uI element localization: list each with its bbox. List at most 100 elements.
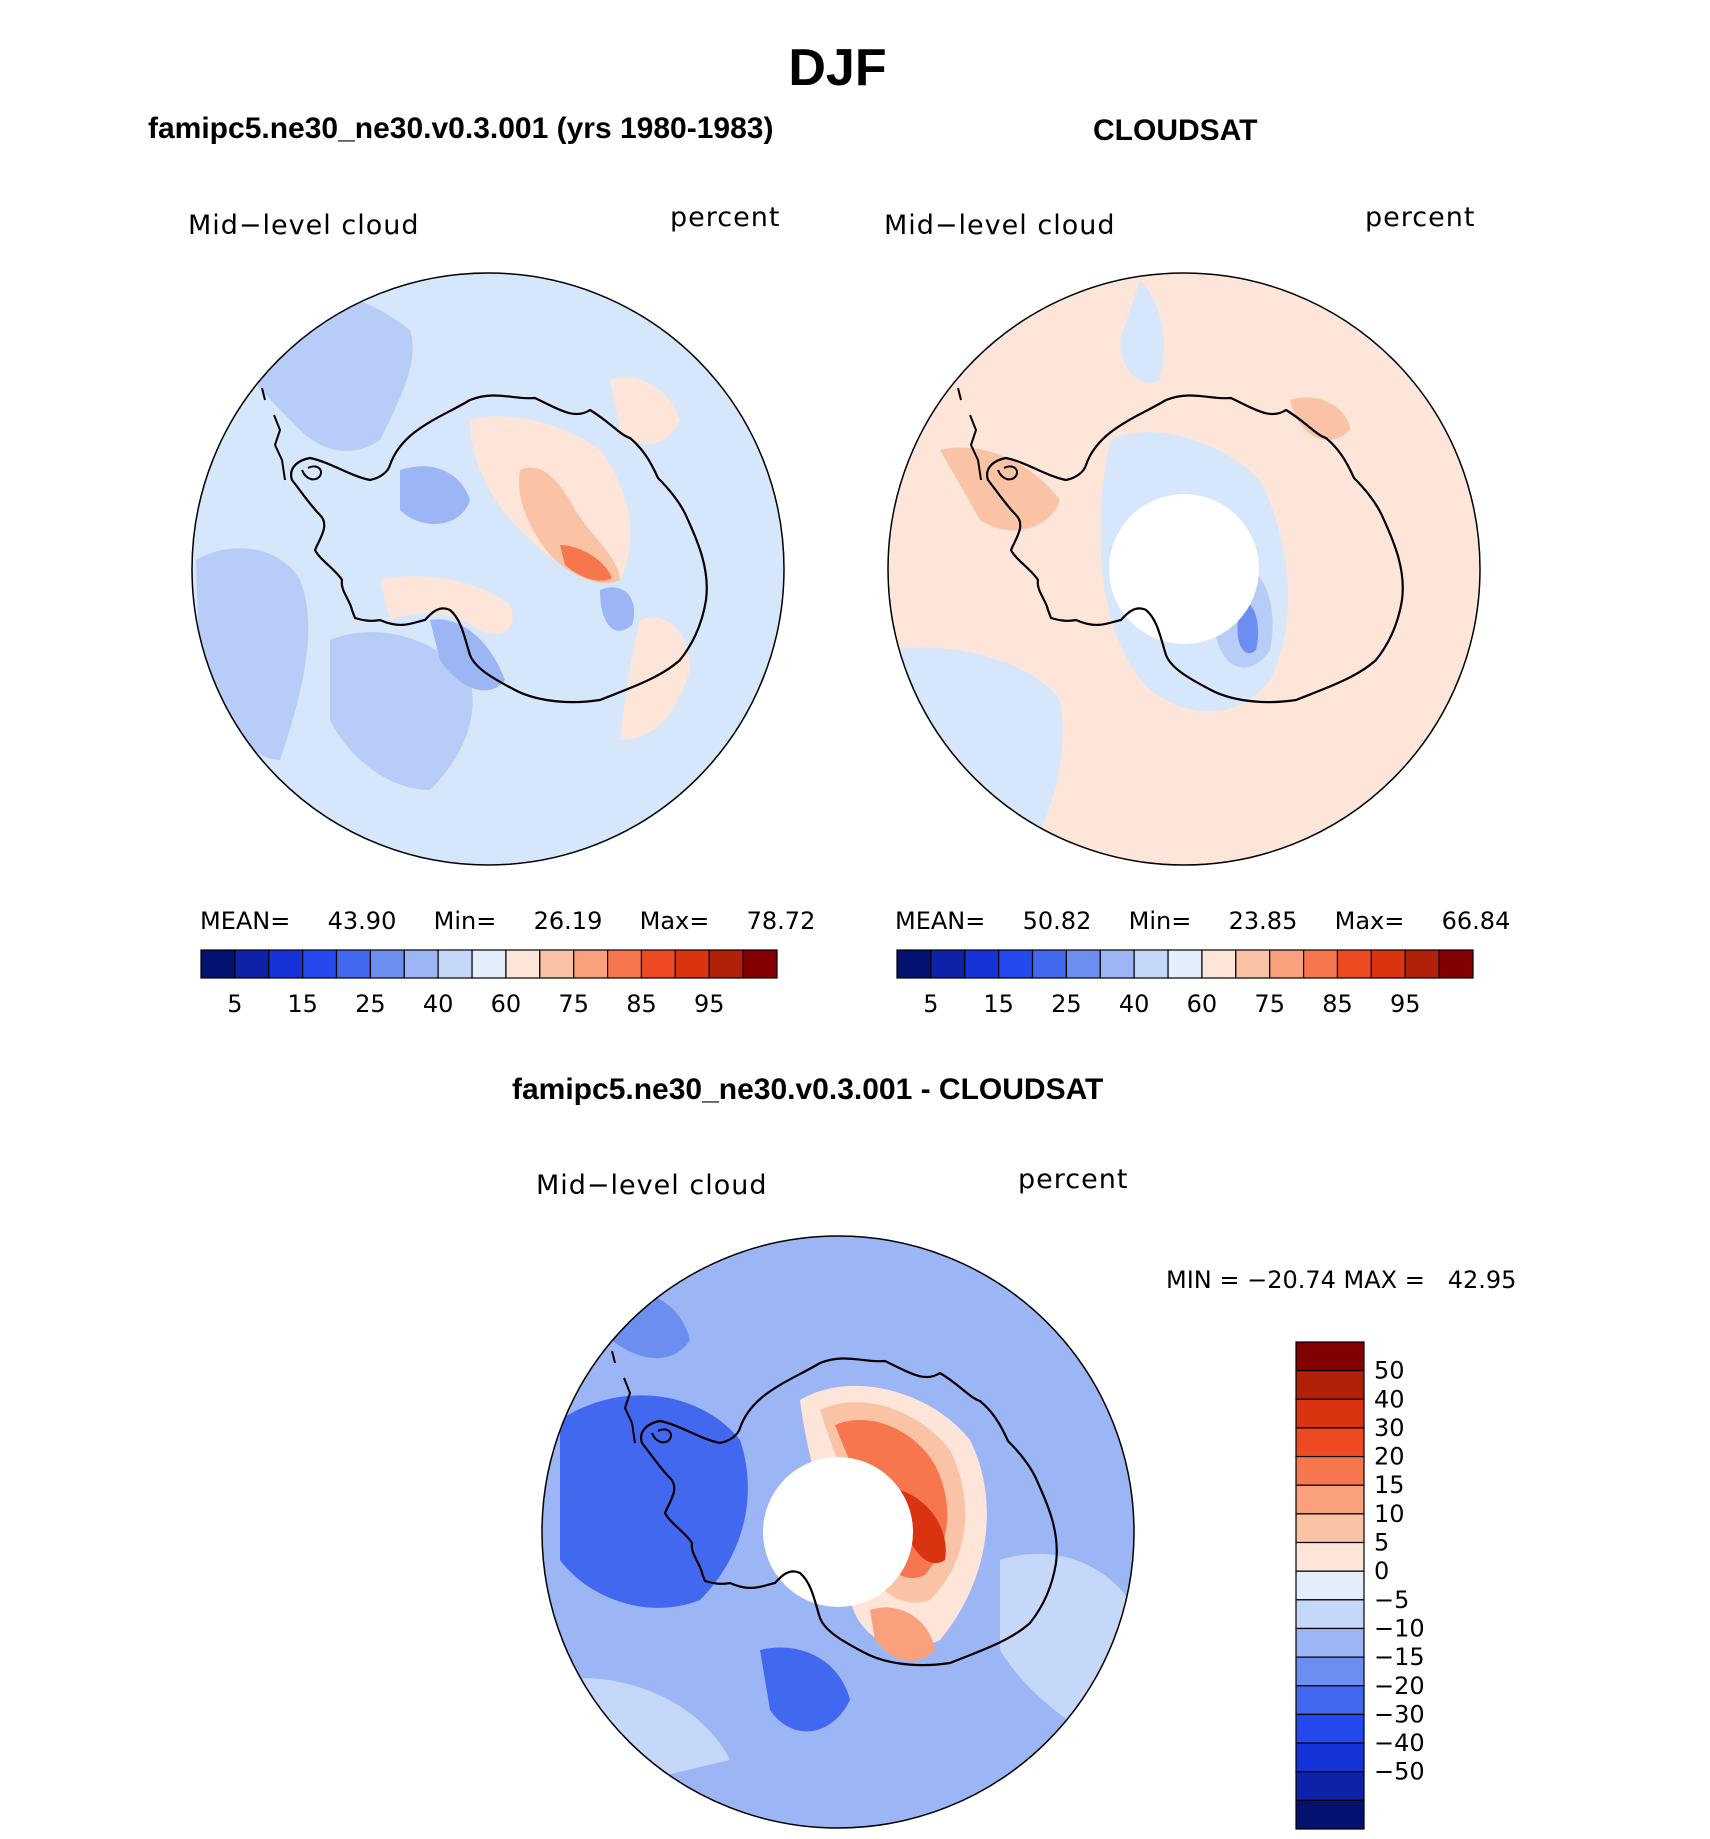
obs-colorbar-box	[930, 949, 966, 979]
diff-colorbar-tick-label: 20	[1374, 1443, 1405, 1471]
obs-polar-gap	[1109, 494, 1259, 644]
model-panel-title: famipc5.ne30_ne30.v0.3.001 (yrs 1980-198…	[148, 112, 774, 145]
obs-region-orange	[940, 447, 1060, 531]
obs-max-label: Max=	[1334, 907, 1405, 935]
model-region-orange	[519, 467, 620, 584]
obs-colorbar-tick-label: 95	[1390, 990, 1421, 1018]
obs-max-value: 66.84	[1441, 907, 1511, 935]
model-stats: MEAN= 43.90 Min= 26.19 Max= 78.72	[200, 907, 815, 935]
obs-stats: MEAN= 50.82 Min= 23.85 Max= 66.84	[895, 907, 1510, 935]
model-colorbar-box	[539, 949, 575, 979]
obs-map	[887, 272, 1481, 866]
diff-colorbar-tick-label: −50	[1374, 1758, 1425, 1786]
diff-variable-label: Mid−level cloud	[536, 1170, 768, 1201]
model-mean-value: 43.90	[327, 907, 397, 935]
model-colorbar-tick-label: 60	[491, 990, 522, 1018]
obs-colorbar-tick-label: 5	[923, 990, 938, 1018]
diff-panel-title: famipc5.ne30_ne30.v0.3.001 - CLOUDSAT	[512, 1073, 1104, 1106]
obs-colorbar-box	[1201, 949, 1237, 979]
obs-colorbar-box	[1235, 949, 1271, 979]
diff-colorbar-box	[1295, 1742, 1365, 1773]
model-colorbar-box	[437, 949, 473, 979]
diff-colorbar-box	[1295, 1484, 1365, 1515]
diff-colorbar-box	[1295, 1656, 1365, 1687]
diff-region-peak	[900, 1490, 946, 1564]
diff-colorbar-tick-label: 40	[1374, 1385, 1405, 1413]
model-colorbar: 5 15 25 40 60 75 85 95	[200, 949, 778, 1018]
diff-colorbar-box	[1295, 1370, 1365, 1400]
diff-colorbar-tick-label: −20	[1374, 1672, 1425, 1700]
model-colorbar-box	[335, 949, 372, 979]
model-map-boundary	[191, 272, 785, 866]
model-min-value: 26.19	[533, 907, 603, 935]
obs-map-boundary	[887, 272, 1481, 866]
diff-polar-gap	[763, 1457, 913, 1607]
diff-region-negative	[760, 1647, 850, 1732]
model-region-peak	[560, 545, 612, 581]
obs-colorbar-box	[1031, 949, 1068, 979]
model-map	[191, 272, 785, 866]
diff-colorbar-box	[1295, 1599, 1365, 1630]
model-colorbar-box	[674, 949, 710, 979]
obs-colorbar-tick-label: 60	[1187, 990, 1218, 1018]
obs-colorbar-tick-label: 75	[1254, 990, 1285, 1018]
obs-variable-label: Mid−level cloud	[884, 210, 1116, 241]
diff-colorbar-tick-label: 15	[1374, 1471, 1405, 1499]
model-colorbar-box	[640, 949, 676, 979]
diff-map	[541, 1235, 1135, 1829]
obs-colorbar-box	[1302, 949, 1339, 979]
model-colorbar-tick-label: 85	[626, 990, 657, 1018]
diff-colorbar-box	[1295, 1341, 1365, 1372]
obs-region-light-blue	[890, 647, 1063, 865]
diff-units-label: percent	[1018, 1164, 1129, 1195]
model-max-label: Max=	[639, 907, 710, 935]
obs-colorbar-box	[1404, 949, 1440, 979]
obs-colorbar-box	[964, 949, 1000, 979]
model-colorbar-box	[403, 949, 439, 979]
model-region-low	[600, 587, 635, 631]
obs-mean-value: 50.82	[1022, 907, 1092, 935]
model-colorbar-box	[742, 949, 778, 979]
obs-region-orange	[1290, 397, 1350, 440]
model-colorbar-box	[234, 949, 270, 979]
diff-colorbar-tick-label: 50	[1374, 1357, 1405, 1385]
model-max-value: 78.72	[746, 907, 816, 935]
diff-colorbar-tick-label: −30	[1374, 1700, 1425, 1728]
diff-colorbar-box	[1295, 1455, 1365, 1486]
diff-colorbar-tick-label: −15	[1374, 1643, 1425, 1671]
obs-min-value: 23.85	[1228, 907, 1298, 935]
obs-units-label: percent	[1365, 202, 1476, 233]
model-region-mid-blue	[330, 632, 473, 790]
obs-min-label: Min=	[1128, 907, 1192, 935]
model-min-label: Min=	[433, 907, 497, 935]
diff-colorbar-box	[1295, 1771, 1365, 1801]
model-colorbar-tick-label: 75	[558, 990, 589, 1018]
diff-colorbar-tick-label: 0	[1374, 1557, 1389, 1585]
obs-colorbar-tick-label: 85	[1322, 990, 1353, 1018]
obs-colorbar-box	[1370, 949, 1406, 979]
diff-map-boundary	[541, 1235, 1135, 1829]
obs-colorbar-tick-label: 15	[983, 990, 1014, 1018]
model-region-warm	[380, 576, 513, 634]
obs-panel-title: CLOUDSAT	[1093, 114, 1258, 147]
obs-colorbar-box	[998, 949, 1034, 979]
diff-colorbar-box	[1295, 1398, 1365, 1429]
model-colorbar-box	[708, 949, 744, 979]
model-region-warm	[620, 617, 690, 740]
diff-colorbar-box	[1295, 1713, 1365, 1744]
model-colorbar-box	[471, 949, 507, 979]
obs-colorbar-box	[1065, 949, 1101, 979]
figure-title: DJF	[788, 39, 887, 97]
obs-mean-label: MEAN=	[895, 907, 986, 935]
obs-colorbar-box	[896, 949, 932, 979]
model-units-label: percent	[670, 202, 781, 233]
model-colorbar-box	[505, 949, 541, 979]
model-colorbar-tick-label: 40	[423, 990, 454, 1018]
model-mean-label: MEAN=	[200, 907, 291, 935]
diff-colorbar-box	[1295, 1513, 1365, 1544]
diff-colorbar-tick-label: −10	[1374, 1614, 1425, 1642]
diff-colorbar-tick-label: −5	[1374, 1586, 1409, 1614]
diff-colorbar-box	[1295, 1541, 1365, 1572]
diff-colorbar-box	[1295, 1427, 1365, 1458]
